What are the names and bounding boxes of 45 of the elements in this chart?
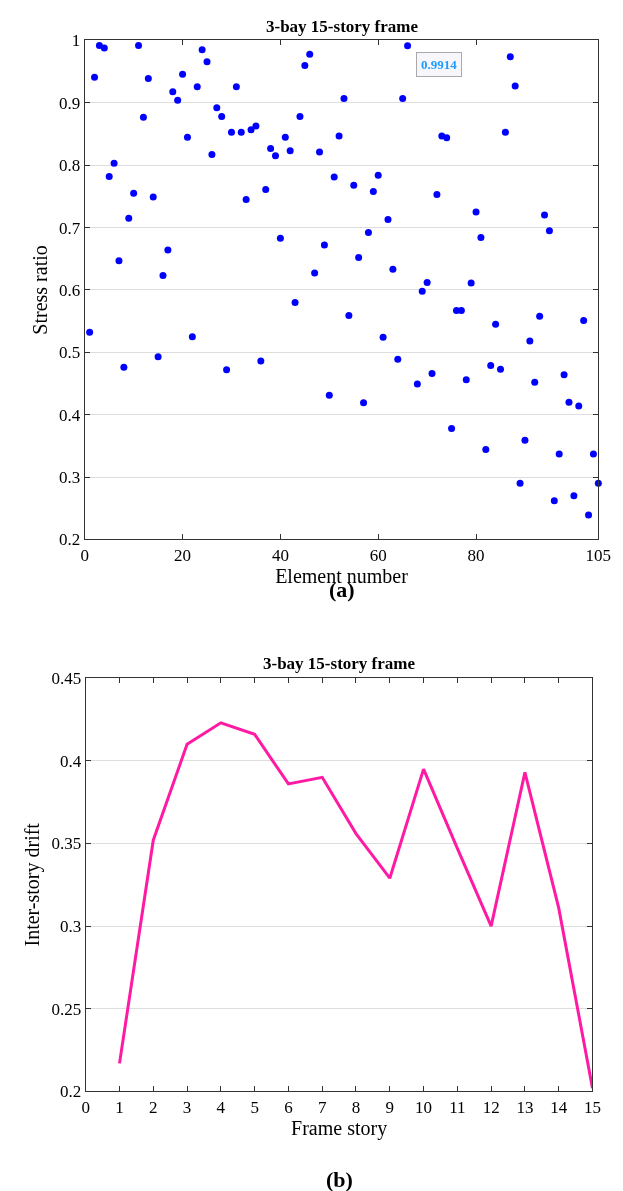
x-tick-label: 8: [351, 1097, 361, 1117]
x-tick-label: 6: [284, 1097, 293, 1117]
x-tick-label: 105: [585, 545, 612, 565]
y-tick-label: 0.3: [59, 467, 81, 487]
x-tick-label: 13: [516, 1097, 534, 1117]
x-tick-label: 7: [317, 1097, 327, 1117]
y-tick-label: 0.2: [60, 1082, 82, 1102]
x-tick-label: 5: [250, 1097, 259, 1117]
x-tick-label: 14: [550, 1097, 568, 1117]
x-tick-label: 0: [80, 545, 89, 565]
x-tick-label: 20: [174, 545, 192, 565]
x-tick-label: 0: [81, 1097, 90, 1117]
y-tick-label: 1: [71, 31, 81, 51]
y-axis-title: Inter-story drift: [21, 822, 45, 947]
y-tick-label: 0.5: [59, 343, 81, 363]
x-tick-label: 11: [449, 1097, 466, 1117]
line-series: [118, 721, 593, 1090]
y-tick-label: 0.9: [59, 93, 81, 113]
y-tick-label: 0.4: [59, 405, 81, 425]
y-tick-label: 0.45: [51, 669, 82, 689]
x-tick-label: 1: [115, 1097, 124, 1117]
x-tick-label: 3: [182, 1097, 192, 1117]
x-tick-label: 12: [482, 1097, 500, 1117]
x-tick-label: 2: [149, 1097, 158, 1117]
x-tick-label: 15: [583, 1097, 601, 1117]
y-tick-label: 0.8: [59, 156, 81, 176]
x-tick-label: 80: [467, 545, 485, 565]
y-tick-label: 0.25: [51, 999, 82, 1019]
x-tick-label: 10: [415, 1097, 433, 1117]
y-tick-label: 0.4: [60, 751, 82, 771]
chart-title: 3-bay 15-story frame: [266, 17, 419, 36]
x-tick-label: 40: [271, 545, 289, 565]
x-tick-label: 4: [216, 1097, 226, 1117]
y-tick-label: 0.3: [60, 917, 82, 937]
x-axis-title: Frame story: [291, 1116, 388, 1140]
y-tick-label: 0.2: [59, 530, 81, 550]
chart-title: 3-bay 15-story frame: [263, 654, 416, 673]
y-tick-label: 0.35: [51, 834, 82, 854]
annotation: 0.9914: [421, 57, 458, 72]
x-tick-label: 60: [369, 545, 387, 565]
y-tick-label: 0.6: [59, 280, 81, 300]
y-axis-title: Stress ratio: [28, 245, 51, 335]
y-tick-label: 0.7: [59, 218, 81, 238]
x-tick-label: 9: [385, 1097, 395, 1117]
text: (b): [326, 1167, 353, 1191]
